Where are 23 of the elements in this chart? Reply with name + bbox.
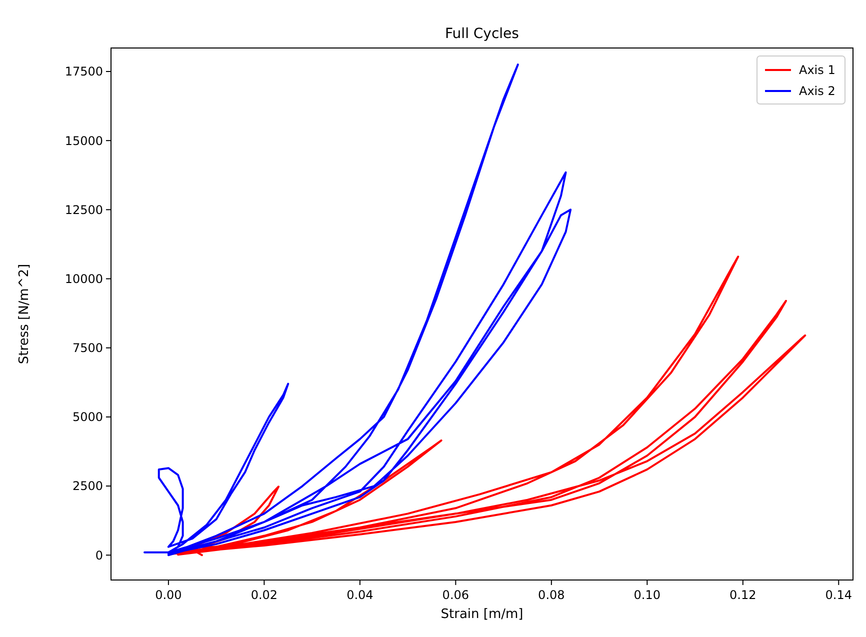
x-tick-label: 0.06 (442, 588, 470, 602)
x-tick-label: 0.10 (634, 588, 661, 602)
legend-label: Axis 2 (799, 84, 836, 98)
y-tick-label: 0 (95, 548, 103, 562)
legend-label: Axis 1 (799, 63, 836, 78)
y-tick-label: 10000 (64, 272, 103, 286)
x-tick-label: 0.04 (346, 588, 374, 602)
y-tick-label: 5000 (72, 410, 103, 424)
x-axis-title: Strain [m/m] (440, 607, 524, 622)
line-series (172, 256, 806, 556)
y-tick-label: 12500 (64, 202, 103, 217)
x-tick-label: 0.08 (538, 588, 565, 602)
y-tick-label: 15000 (64, 134, 103, 148)
chart-title: Full Cycles (445, 26, 519, 42)
y-axis-title: Stress [N/m^2] (17, 264, 32, 364)
y-tick-label: 7500 (72, 341, 103, 356)
y-tick-label: 2500 (72, 479, 103, 494)
x-tick-label: 0.02 (250, 588, 278, 602)
y-tick-label: 17500 (64, 64, 103, 79)
x-tick-label: 0.00 (155, 588, 182, 602)
x-tick-label: 0.14 (825, 588, 852, 602)
line-series (144, 64, 572, 556)
x-tick-label: 0.12 (730, 588, 756, 602)
